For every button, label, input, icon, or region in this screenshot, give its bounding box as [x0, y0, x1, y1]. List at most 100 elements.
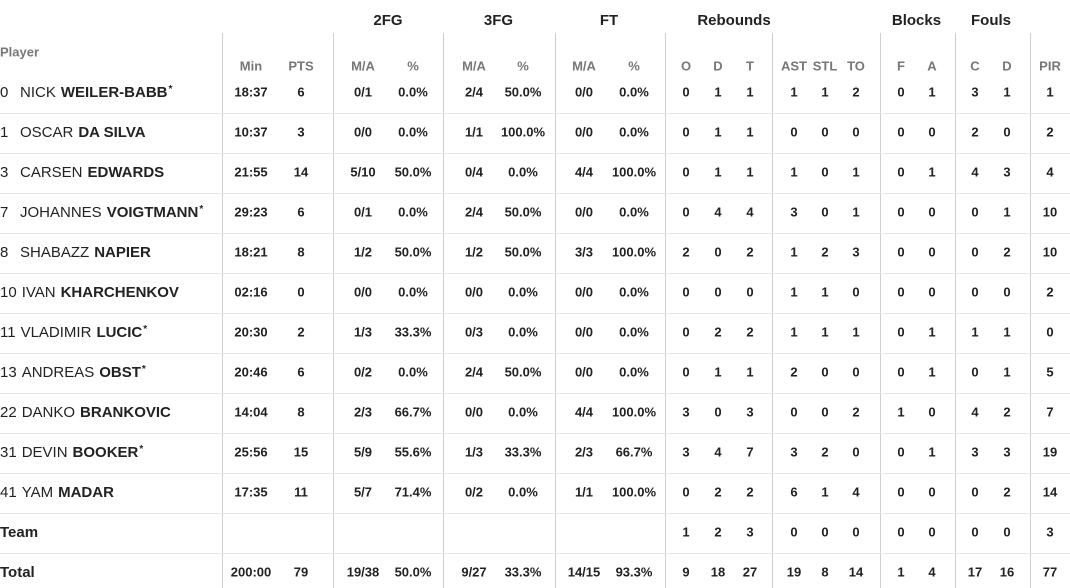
- stat-cell: 1/1: [465, 124, 483, 139]
- stat-cell: 0: [1046, 324, 1053, 339]
- player-header: Player: [0, 44, 39, 59]
- column-header: O: [681, 58, 691, 73]
- stat-cell: 2: [1003, 484, 1010, 499]
- stat-cell: 0/3: [465, 324, 483, 339]
- stat-cell: 20:30: [234, 324, 267, 339]
- stat-cell: 2: [852, 404, 859, 419]
- stat-cell: 25:56: [234, 444, 267, 459]
- stat-cell: 1: [1046, 84, 1053, 99]
- stat-cell: 2: [746, 324, 753, 339]
- stat-cell: 1: [746, 84, 753, 99]
- stat-cell: 1/3: [465, 444, 483, 459]
- stat-cell: 1: [821, 324, 828, 339]
- stat-cell: 8: [297, 244, 304, 259]
- stat-cell: 0.0%: [398, 124, 428, 139]
- stat-cell: 0: [1003, 284, 1010, 299]
- stat-cell: 1/3: [354, 324, 372, 339]
- stat-cell: 0: [928, 404, 935, 419]
- column-header: PIR: [1039, 58, 1061, 73]
- stat-cell: 71.4%: [395, 484, 432, 499]
- starter-mark: *: [169, 84, 173, 95]
- stat-cell: 17:35: [234, 484, 267, 499]
- group-header: Fouls: [971, 12, 1011, 29]
- stat-cell: 6: [297, 84, 304, 99]
- player-number: 8: [0, 244, 8, 261]
- column-header: T: [746, 58, 754, 73]
- last-name: WEILER-BABB: [61, 84, 168, 101]
- stat-cell: 29:23: [234, 204, 267, 219]
- first-name: NICK: [20, 84, 56, 101]
- stat-cell: 0: [682, 364, 689, 379]
- stat-cell: 0/1: [354, 84, 372, 99]
- stat-cell: 1: [928, 444, 935, 459]
- stat-cell: 200:00: [231, 564, 271, 579]
- stat-cell: 0: [821, 124, 828, 139]
- first-name: JOHANNES: [20, 204, 102, 221]
- stat-cell: 100.0%: [612, 404, 657, 419]
- stat-cell: 0/0: [465, 404, 483, 419]
- stat-cell: 0.0%: [508, 404, 538, 419]
- stat-cell: 1: [821, 284, 828, 299]
- last-name: EDWARDS: [88, 164, 165, 181]
- player-name: DEVIN BOOKER*: [22, 444, 144, 461]
- stat-cell: 3: [1003, 164, 1010, 179]
- stat-cell: 0/2: [354, 364, 372, 379]
- stat-cell: 0/0: [354, 284, 372, 299]
- stat-cell: 6: [790, 484, 797, 499]
- stat-cell: 15: [294, 444, 308, 459]
- stat-cell: 4: [714, 204, 722, 219]
- player-name: CARSEN EDWARDS: [20, 164, 164, 181]
- stat-cell: 2: [821, 444, 828, 459]
- stat-cell: 3: [682, 444, 689, 459]
- column-header: STL: [813, 58, 838, 73]
- stat-cell: 19/38: [347, 564, 380, 579]
- stat-cell: 0: [821, 404, 828, 419]
- stat-cell: 1: [790, 84, 797, 99]
- stat-cell: 1: [897, 564, 904, 579]
- player-number: 3: [0, 164, 8, 181]
- player-name: NICK WEILER-BABB*: [20, 84, 173, 101]
- first-name: DANKO: [22, 404, 75, 421]
- stat-cell: 2/4: [465, 204, 484, 219]
- stat-cell: 0/4: [465, 164, 484, 179]
- stat-cell: 0.0%: [619, 364, 649, 379]
- starter-mark: *: [142, 364, 146, 375]
- stat-cell: 0: [971, 284, 978, 299]
- column-header: M/A: [572, 58, 596, 73]
- stat-cell: 0: [682, 204, 689, 219]
- stat-cell: 0.0%: [619, 324, 649, 339]
- stat-cell: 50.0%: [505, 204, 542, 219]
- stat-cell: 0: [714, 244, 721, 259]
- stat-cell: 10: [1043, 244, 1057, 259]
- stat-cell: 0: [790, 524, 797, 539]
- stat-cell: 0: [897, 484, 904, 499]
- stat-cell: 0.0%: [398, 204, 428, 219]
- stat-cell: 100.0%: [612, 484, 657, 499]
- stat-cell: 3: [971, 444, 978, 459]
- stat-cell: 4: [714, 444, 722, 459]
- stat-cell: 0: [714, 404, 721, 419]
- stat-cell: 0: [682, 84, 689, 99]
- last-name: LUCIC: [96, 324, 142, 341]
- stat-cell: 14: [849, 564, 864, 579]
- stat-cell: 0: [821, 524, 828, 539]
- player-name: DANKO BRANKOVIC: [22, 404, 171, 421]
- stat-cell: 16: [1000, 564, 1014, 579]
- stat-cell: 2: [1003, 404, 1010, 419]
- stat-cell: 14:04: [234, 404, 268, 419]
- stat-cell: 2: [1046, 284, 1053, 299]
- stat-cell: 0: [790, 124, 797, 139]
- stat-cell: 4: [971, 404, 979, 419]
- stat-cell: 3: [1046, 524, 1053, 539]
- stat-cell: 0/0: [575, 84, 593, 99]
- stat-cell: 0: [714, 284, 721, 299]
- stat-cell: 50.0%: [395, 564, 432, 579]
- starter-mark: *: [139, 444, 143, 455]
- stat-cell: 50.0%: [395, 164, 432, 179]
- stat-cell: 17: [968, 564, 982, 579]
- stat-cell: 0: [971, 204, 978, 219]
- column-header: %: [517, 58, 529, 73]
- stat-cell: 1: [746, 164, 753, 179]
- starter-mark: *: [199, 204, 203, 215]
- first-name: YAM: [22, 484, 53, 501]
